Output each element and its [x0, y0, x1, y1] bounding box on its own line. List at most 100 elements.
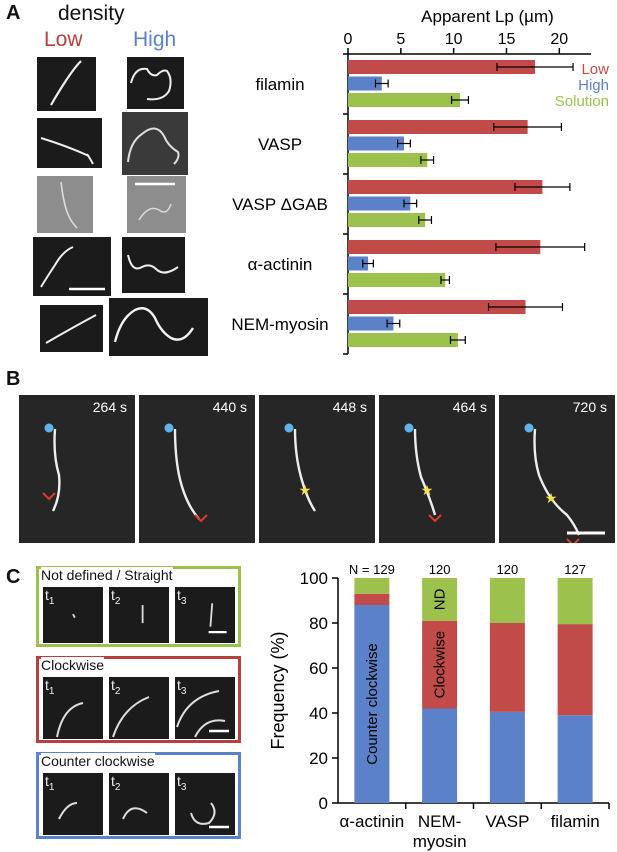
category-label: filamin: [551, 812, 600, 831]
bar-solution: [348, 333, 458, 347]
legend-high: High: [578, 77, 609, 94]
star-marker: ★: [545, 490, 558, 506]
category-label: α-actinin: [248, 255, 313, 274]
time-point-image: t3: [175, 677, 235, 739]
time-point-graphic: [58, 802, 78, 820]
frame-bg: [19, 395, 135, 543]
density-label: density: [58, 2, 125, 25]
x-tick-label: 10: [445, 31, 463, 48]
actin-filament: [533, 428, 581, 536]
y-tick-label: 100: [300, 569, 328, 588]
frame-graphic: ★: [379, 395, 495, 543]
time-point-index: 3: [180, 685, 187, 697]
time-point-graphic: [112, 696, 150, 738]
time-point-image: t2: [109, 587, 169, 643]
time-point-image: t3: [175, 587, 235, 643]
stacked-bar-nd: [489, 578, 525, 623]
y-tick-label: 60: [309, 659, 328, 678]
timelapse-frame: ★ 464 s: [379, 395, 495, 543]
category-box-title: Counter clockwise: [41, 753, 155, 769]
stacked-bar-clockwise: [354, 593, 390, 605]
sample-size-label: 120: [497, 562, 519, 577]
stacked-bar-clockwise: [557, 624, 593, 716]
time-point-label: t3: [177, 587, 186, 607]
time-point-label: t2: [111, 773, 120, 793]
time-point-letter: t: [177, 773, 181, 789]
time-point-graphic: [122, 807, 148, 820]
stacked-bar-counter-clockwise: [489, 711, 525, 803]
pointed-end-dot: [404, 423, 414, 433]
time-point-label: t2: [111, 677, 120, 697]
actin-filament: [293, 428, 317, 512]
time-label: 264 s: [92, 399, 127, 415]
pointed-end-dot: [524, 423, 534, 433]
stacked-bar-nd: [557, 578, 593, 625]
micrograph-low-vasp-dgab: [37, 176, 93, 233]
micrograph-high-nem-myosin: [109, 298, 208, 356]
bar-solution: [348, 153, 428, 167]
bar-high: [348, 136, 404, 151]
in-bar-label: Clockwise: [432, 631, 449, 699]
sample-size-label: N = 129: [349, 562, 395, 577]
time-point-label: t1: [45, 587, 54, 607]
time-point-graphic: [141, 605, 144, 624]
time-label: 440 s: [212, 399, 247, 415]
time-point-letter: t: [111, 773, 115, 789]
y-tick-label: 80: [309, 614, 328, 633]
micrograph-high-filamin: [127, 57, 184, 109]
stacked-bar-counter-clockwise: [354, 605, 390, 803]
barbed-end-arrowhead: [428, 514, 442, 523]
micrograph-low-filamin: [37, 57, 96, 111]
category-label: VASP: [485, 812, 529, 831]
sample-size-label: 127: [564, 562, 586, 577]
category-label: VASP ΔGAB: [232, 195, 328, 214]
micrograph-high-alpha-actinin: [122, 237, 185, 293]
time-point-image: t1: [43, 677, 103, 739]
category-label: NEM-myosin: [231, 315, 328, 334]
time-point-index: 3: [180, 595, 187, 607]
time-point-index: 2: [114, 685, 121, 697]
frame-bg: [379, 395, 495, 543]
category-box: Clockwise t1 t2 t3: [36, 656, 241, 743]
stacked-bar-clockwise: [489, 623, 525, 712]
category-box: Counter clockwise t1 t2 t3: [36, 752, 241, 839]
time-label: 448 s: [332, 399, 367, 415]
bar-low: [348, 300, 526, 314]
frame-graphic: [139, 395, 255, 543]
filament: [112, 696, 150, 738]
frame-graphic: [19, 395, 135, 543]
stacked-bar-clockwise: [422, 620, 458, 709]
sample-size-label: 120: [429, 562, 451, 577]
time-point-letter: t: [45, 773, 49, 789]
panel-label-c: C: [6, 566, 21, 588]
time-point-letter: t: [177, 677, 181, 693]
bar-low: [348, 240, 541, 254]
category-label: myosin: [413, 832, 467, 851]
filament: [72, 613, 76, 619]
micrograph-high-vasp-dgab: [127, 176, 186, 233]
stacked-bar-nd: [354, 578, 390, 594]
star-marker: ★: [299, 482, 312, 498]
stacked-bar-counter-clockwise: [422, 708, 458, 803]
time-point-index: 1: [48, 685, 55, 697]
frame-graphic: ★: [259, 395, 375, 543]
filament: [209, 603, 214, 627]
category-label: VASP: [258, 135, 302, 154]
category-box: Not defined / Straight t1 t2 t3: [36, 566, 241, 647]
time-point-index: 1: [48, 595, 55, 607]
bar-low: [348, 120, 528, 134]
actin-filament: [413, 428, 437, 516]
barbed-end-arrowhead: [42, 492, 56, 501]
category-label: α-actinin: [340, 812, 405, 831]
time-point-graphic: [190, 802, 229, 829]
pointed-end-dot: [44, 423, 54, 433]
legend-solution: Solution: [555, 93, 609, 110]
y-tick-label: 40: [309, 704, 328, 723]
bar-low: [348, 60, 536, 74]
filament: [176, 690, 226, 738]
actin-filament: [51, 428, 61, 512]
rotation-frequency-chart: 0 20 40 60 80 100 Frequency (%) N = 129 α-actini…: [268, 562, 610, 851]
pointed-end-dot: [164, 423, 174, 433]
time-point-index: 2: [114, 781, 121, 793]
time-label: 464 s: [452, 399, 487, 415]
